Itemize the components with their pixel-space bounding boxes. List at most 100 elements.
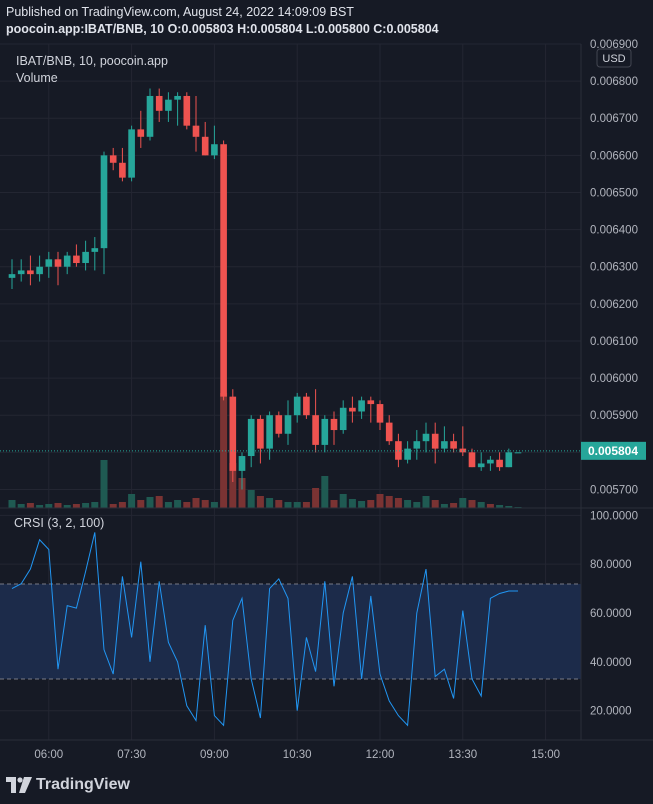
candle (358, 396, 365, 419)
ohlc-summary: poocoin.app:IBAT/BNB, 10 O:0.005803 H:0.… (6, 22, 439, 36)
candle (137, 110, 145, 148)
candle (183, 92, 191, 130)
volume-bar (431, 500, 439, 508)
candle-body (91, 248, 99, 252)
tradingview-logo[interactable]: TradingView (6, 776, 130, 794)
candle-body (54, 259, 62, 267)
candle (293, 392, 301, 423)
time-tick-label: 06:00 (34, 749, 63, 761)
symbol-legend[interactable]: IBAT/BNB, 10, poocoin.app (16, 54, 168, 68)
candle-body (119, 162, 126, 178)
volume-bar (210, 502, 218, 508)
candle (109, 147, 117, 171)
candle (146, 88, 154, 141)
candle (339, 400, 347, 434)
candle (450, 433, 457, 453)
candle (496, 452, 503, 471)
candle (275, 411, 283, 438)
volume-bar (45, 504, 53, 508)
candle-body (247, 418, 255, 457)
candle (8, 259, 16, 289)
candle (321, 415, 329, 453)
usd-badge[interactable]: USD (596, 48, 632, 68)
volume-bar (385, 496, 393, 508)
candle-body (321, 418, 329, 445)
chart-canvas[interactable]: 0.006900 0.006800 0.006700 0.006600 0.006500… (0, 0, 653, 766)
candle-body (468, 452, 476, 468)
candle (441, 426, 448, 453)
volume-bar (192, 498, 200, 508)
candle-body (431, 433, 439, 449)
time-tick-label: 09:00 (200, 749, 229, 761)
time-tick-label: 07:30 (117, 749, 146, 761)
candle-body (395, 441, 402, 460)
candle-body (155, 95, 163, 111)
candle-body (128, 129, 135, 178)
volume-legend[interactable]: Volume (16, 71, 58, 85)
volume-bar (404, 500, 412, 508)
candle-body (36, 266, 43, 275)
candle-body (45, 259, 53, 267)
candle (36, 255, 43, 282)
candle (284, 400, 292, 445)
candle (477, 452, 485, 471)
price-tick-label: 0.006700 (590, 113, 638, 125)
volume-bar (174, 500, 182, 508)
volume-bar (183, 502, 191, 508)
volume-bar (256, 496, 264, 508)
candle-body (422, 433, 430, 442)
price-tick-label: 0.006000 (590, 373, 638, 385)
candle-body (137, 129, 145, 137)
volume-bar (36, 505, 44, 508)
price-tick-label: 0.006100 (590, 336, 638, 348)
candle (174, 92, 181, 126)
publication-header: Published on TradingView.com, August 24,… (0, 0, 653, 44)
candle-body (303, 396, 310, 416)
candle-body (441, 441, 448, 449)
candle (27, 255, 34, 286)
price-tick-label: 0.006400 (590, 225, 638, 237)
candle (395, 433, 402, 468)
crsi-tick-label: 100.0000 (590, 510, 638, 522)
candle (128, 125, 135, 182)
crsi-line (11, 532, 518, 727)
volume-bar (146, 497, 154, 508)
volume-bar (330, 500, 338, 508)
volume-bars (8, 393, 522, 508)
crsi-legend[interactable]: CRSI (3, 2, 100) (14, 516, 104, 530)
candle-body (63, 255, 71, 267)
candle-body (82, 251, 89, 264)
candle-body (477, 463, 485, 468)
candle-body (339, 407, 347, 431)
candle-body (73, 255, 80, 264)
crsi-tick-label: 40.0000 (590, 657, 632, 669)
candle (422, 422, 430, 453)
tradingview-logo-icon (6, 777, 32, 793)
candle (211, 125, 218, 160)
candle-body (293, 396, 301, 416)
candle (247, 415, 255, 468)
candle (63, 251, 71, 275)
last-price-badge: 0.005804 (581, 441, 646, 460)
candle-body (413, 441, 421, 449)
candle-body (505, 452, 513, 468)
candle (229, 389, 237, 483)
candle-body (220, 144, 227, 397)
volume-bar (155, 496, 163, 508)
volume-bar (247, 490, 255, 508)
volume-bar (128, 494, 136, 508)
candle-body (201, 136, 209, 156)
candle (54, 251, 62, 286)
volume-bar (275, 500, 283, 508)
volume-bar (302, 502, 310, 508)
candle-body (100, 155, 108, 249)
volume-bar (413, 502, 421, 508)
candle-body (165, 99, 172, 111)
candle-body (330, 418, 338, 431)
price-tick-label: 0.006300 (590, 262, 638, 274)
price-tick-label: 0.005700 (590, 484, 638, 496)
candle-body (349, 407, 356, 412)
price-tick-label: 0.006200 (590, 299, 638, 311)
published-info: Published on TradingView.com, August 24,… (6, 5, 354, 19)
volume-bar (284, 502, 292, 508)
